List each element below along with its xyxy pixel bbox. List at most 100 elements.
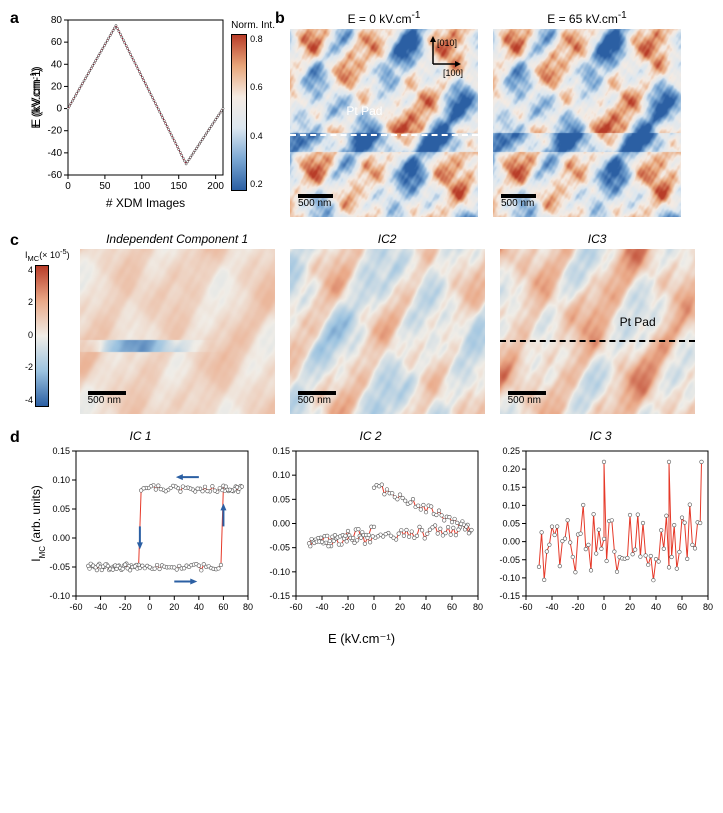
panel-c-image-0: Independent Component 1500 nm — [80, 232, 275, 414]
row-d: d IC 1 -60 -40 -20 0 20 40 60 80 -0.10 -0.05 0.00 0.… — [10, 429, 713, 626]
svg-text:-0.15: -0.15 — [269, 591, 290, 601]
svg-text:0.20: 0.20 — [502, 464, 520, 474]
svg-text:[100]: [100] — [443, 68, 463, 78]
ic-plot-title-1: IC 2 — [258, 429, 483, 443]
svg-text:-20: -20 — [341, 602, 354, 612]
svg-text:# XDM Images: # XDM Images — [106, 196, 185, 210]
svg-text:0: 0 — [147, 602, 152, 612]
panel-a: a 0 50 100 150 200 -60 -40 -20 0 20 40 60 80 # XDM Im… — [10, 10, 245, 215]
row-c: c IMC(× 10-5)420-2-4 Independent Compone… — [10, 232, 713, 414]
svg-text:0: 0 — [371, 602, 376, 612]
panel-b-images: E = 0 kV.cm-1 500 nm Pt Pad [010] [100] E = 6… — [290, 10, 713, 217]
ic-plot-title-2: IC 3 — [488, 429, 713, 443]
svg-text:-20: -20 — [571, 602, 584, 612]
svg-text:0: 0 — [601, 602, 606, 612]
figure-container: a 050100150200-60-40-20020406080# XDM Im… — [10, 10, 713, 647]
svg-text:-0.05: -0.05 — [499, 555, 520, 565]
svg-text:0.15: 0.15 — [272, 446, 290, 456]
svg-text:80: 80 — [243, 602, 253, 612]
panel-c-image-2: IC3500 nmPt Pad — [500, 232, 695, 414]
svg-text:0: 0 — [56, 104, 62, 115]
svg-text:-40: -40 — [48, 148, 63, 159]
svg-text:20: 20 — [625, 602, 635, 612]
chart-a-svg: 0 50 100 150 200 -60 -40 -20 0 20 40 60 80 # XDM Imag… — [28, 10, 228, 210]
svg-text:-60: -60 — [48, 170, 63, 181]
colorbar-c: IMC(× 10-5)420-2-4 — [25, 247, 70, 407]
axis-arrows: [010] [100] — [423, 34, 473, 84]
svg-text:-40: -40 — [94, 602, 107, 612]
svg-text:0.00: 0.00 — [502, 537, 520, 547]
svg-text:60: 60 — [218, 602, 228, 612]
svg-text:0.10: 0.10 — [52, 475, 70, 485]
panel-c-label: c — [10, 232, 19, 250]
panel-d-charts: IC 1 -60 -40 -20 0 20 40 60 80 -0.10 -0.05 0.00 0.05… — [28, 429, 713, 626]
svg-text:0.10: 0.10 — [502, 500, 520, 510]
panel-b-title-0: E = 0 kV.cm-1 — [290, 10, 478, 26]
svg-text:-40: -40 — [545, 602, 558, 612]
svg-text:-0.15: -0.15 — [499, 591, 520, 601]
svg-text:20: 20 — [169, 602, 179, 612]
ic-title-1: IC2 — [290, 232, 485, 246]
svg-text:40: 40 — [421, 602, 431, 612]
svg-text:-60: -60 — [69, 602, 82, 612]
panel-a-label: a — [10, 10, 19, 28]
svg-text:0.15: 0.15 — [502, 482, 520, 492]
svg-text:80: 80 — [703, 602, 713, 612]
x-axis-label-d: E (kV.cm⁻¹) — [10, 631, 713, 647]
svg-text:-20: -20 — [119, 602, 132, 612]
svg-text:-0.10: -0.10 — [269, 567, 290, 577]
panel-d-chart-2: IC 3 -60 -40 -20 0 20 40 60 80 -0.15 -0.10 -0.05 0.0… — [488, 429, 713, 626]
svg-text:150: 150 — [170, 181, 187, 192]
svg-text:0.05: 0.05 — [52, 504, 70, 514]
panel-b: b E = 0 kV.cm-1500 nmPt Pad[010][100]E =… — [290, 10, 713, 217]
svg-text:0: 0 — [65, 181, 71, 192]
svg-text:-60: -60 — [519, 602, 532, 612]
svg-text:-0.10: -0.10 — [499, 573, 520, 583]
svg-text:80: 80 — [51, 15, 63, 26]
ic-title-0: Independent Component 1 — [80, 232, 275, 246]
panel-c-image-1: IC2500 nm — [290, 232, 485, 414]
svg-text:-40: -40 — [315, 602, 328, 612]
svg-text:40: 40 — [194, 602, 204, 612]
svg-text:80: 80 — [473, 602, 483, 612]
ic-plot-title-0: IC 1 — [28, 429, 253, 443]
panel-d-chart-1: IC 2-60-40-20020406080-0.15-0.10-0.050.0… — [258, 429, 483, 626]
svg-text:0.00: 0.00 — [272, 519, 290, 529]
svg-text:0.10: 0.10 — [272, 470, 290, 480]
svg-text:0.05: 0.05 — [502, 519, 520, 529]
svg-text:20: 20 — [395, 602, 405, 612]
svg-text:60: 60 — [677, 602, 687, 612]
panel-b-image-0: E = 0 kV.cm-1 500 nm Pt Pad [010] [100] — [290, 10, 478, 217]
svg-text:200: 200 — [207, 181, 224, 192]
panel-b-title-1: E = 65 kV.cm-1 — [493, 10, 681, 26]
svg-text:20: 20 — [51, 81, 63, 92]
panel-d-label: d — [10, 429, 20, 447]
colorbar-c-title: IMC(× 10-5) — [25, 247, 70, 263]
svg-text:-20: -20 — [48, 126, 63, 137]
scale-bar: 500 nm — [298, 194, 333, 209]
ic-title-2: IC3 — [500, 232, 695, 246]
svg-text:40: 40 — [51, 59, 63, 70]
panel-c-images: Independent Component 1500 nmIC2500 nmIC… — [80, 232, 695, 414]
panel-b-label: b — [275, 10, 285, 28]
svg-text:-60: -60 — [289, 602, 302, 612]
svg-text:-0.10: -0.10 — [49, 591, 70, 601]
overlay-label: Pt Pad — [620, 315, 656, 329]
svg-text:60: 60 — [51, 37, 63, 48]
svg-text:-0.05: -0.05 — [49, 562, 70, 572]
svg-text:0.25: 0.25 — [502, 446, 520, 456]
svg-text:50: 50 — [99, 181, 111, 192]
scale-bar: 500 nm — [501, 194, 536, 209]
colorbar-a: Norm. Int.0.80.60.40.2 — [231, 20, 275, 191]
svg-text:60: 60 — [447, 602, 457, 612]
colorbar-a-title: Norm. Int. — [231, 20, 275, 31]
svg-text:0.05: 0.05 — [272, 494, 290, 504]
svg-text:40: 40 — [651, 602, 661, 612]
svg-text:0.15: 0.15 — [52, 446, 70, 456]
svg-text:IMC (arb. units): IMC (arb. units) — [29, 485, 47, 561]
panel-b-image-1: E = 65 kV.cm-1 500 nm — [493, 10, 681, 217]
overlay-label: Pt Pad — [346, 104, 382, 118]
svg-text:[010]: [010] — [437, 38, 457, 48]
svg-text:100: 100 — [133, 181, 150, 192]
panel-d-chart-0: IC 1-60-40-20020406080-0.10-0.050.000.05… — [28, 429, 253, 626]
